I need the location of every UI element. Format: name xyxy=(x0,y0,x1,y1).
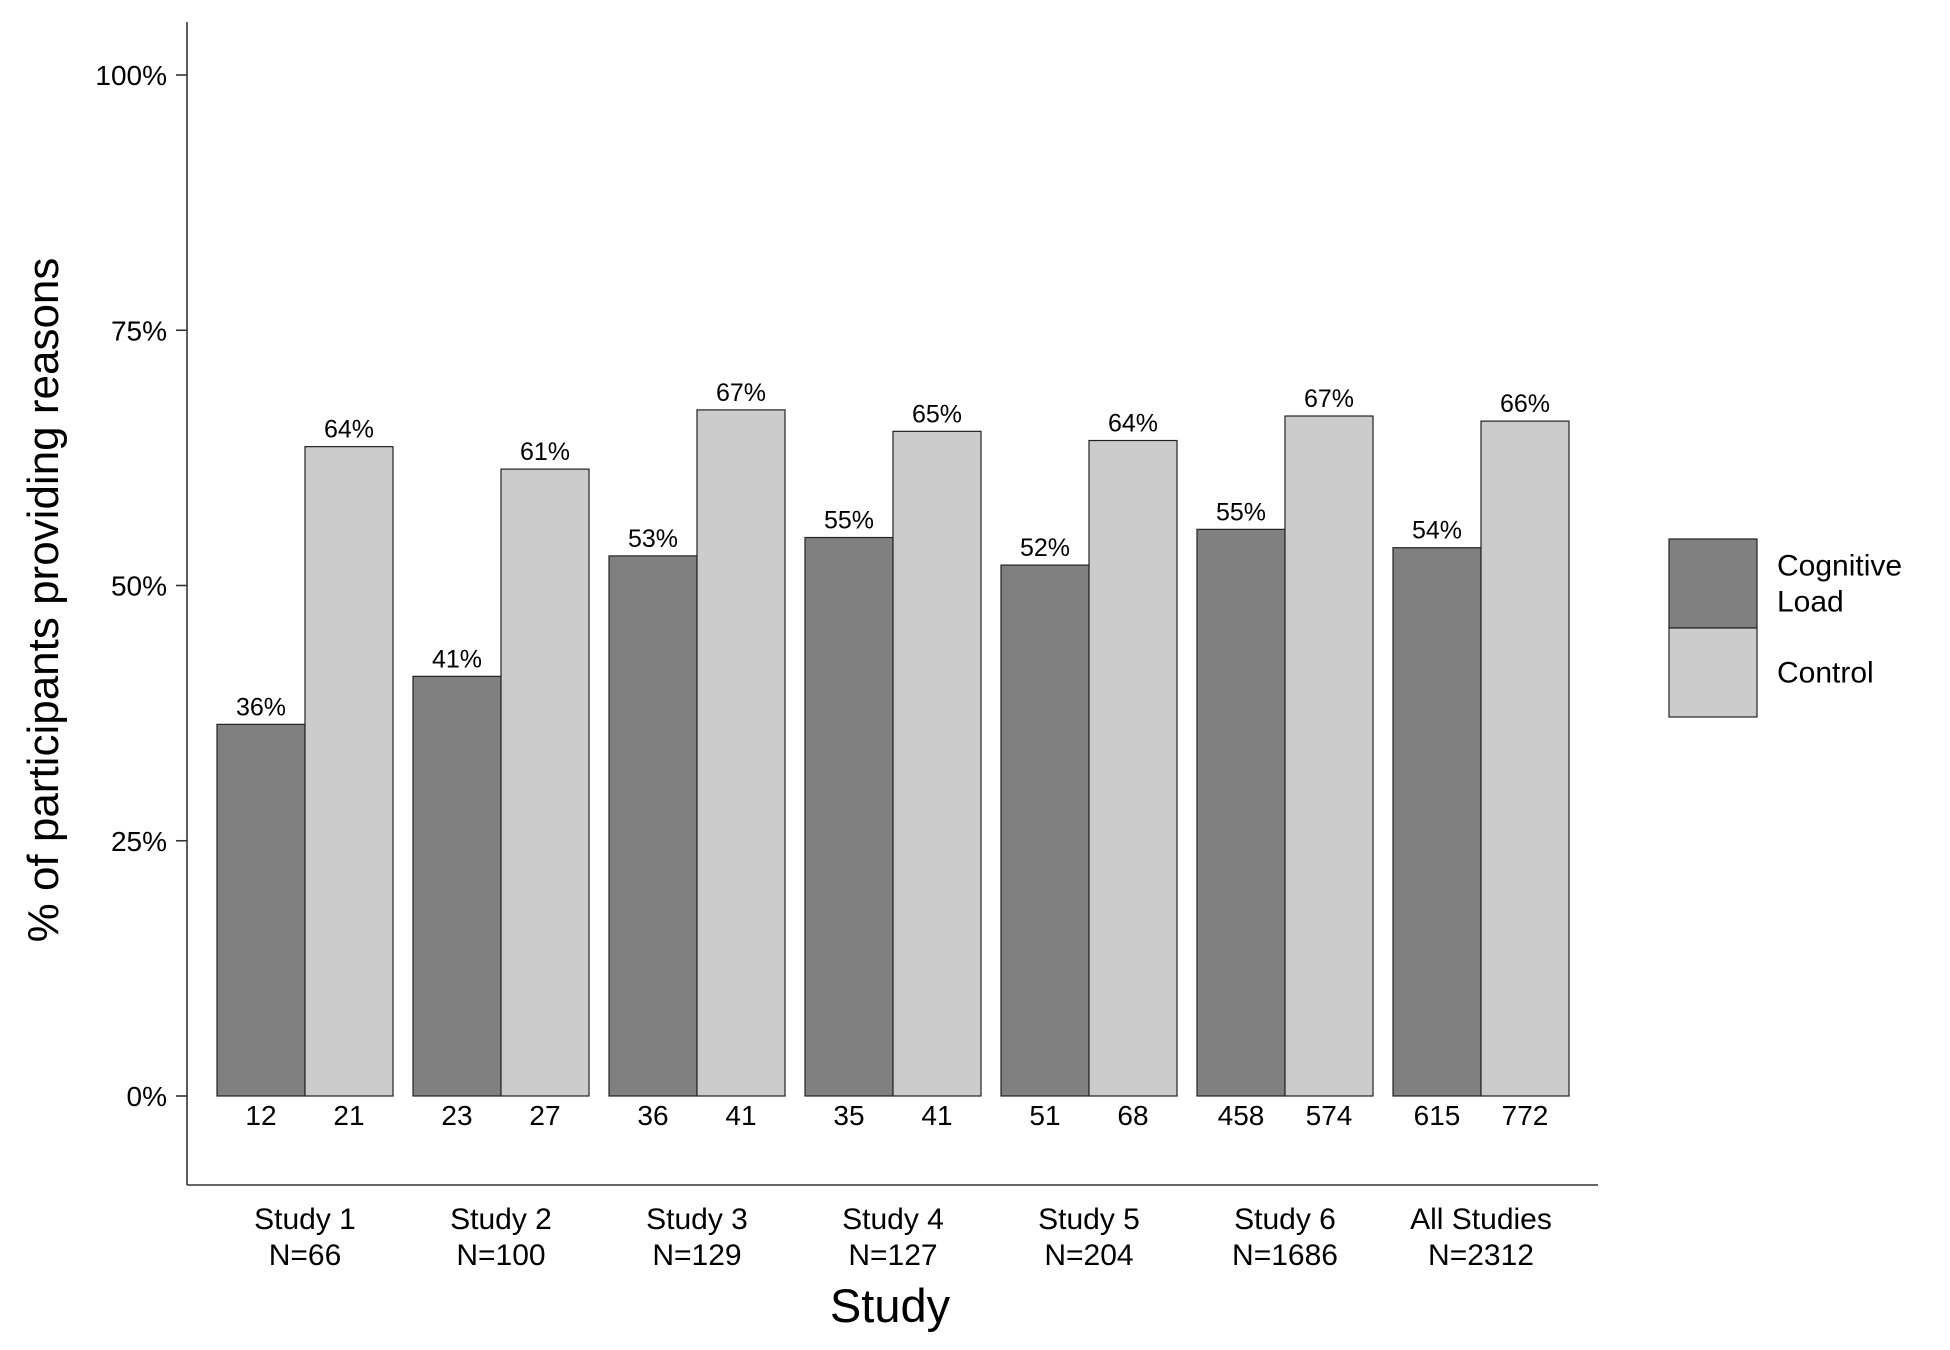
x-category-n-label: N=100 xyxy=(456,1239,545,1272)
legend-key-control xyxy=(1668,627,1758,718)
bar-cognitive-load xyxy=(804,536,894,1097)
bar-count-label: 41 xyxy=(921,1100,952,1131)
bar-value-label: 64% xyxy=(324,416,374,444)
bar-count-label: 12 xyxy=(245,1100,276,1131)
bar-count-label: 772 xyxy=(1502,1100,1549,1131)
legend-label: Control xyxy=(1777,657,1874,690)
count-labels-layer: 12 21 23 27 36 41 35 41 51 68 458 574 615 772 xyxy=(245,1100,1548,1131)
y-tick-label: 100% xyxy=(95,60,167,91)
bar-value-label: 36% xyxy=(236,693,286,721)
x-category-n-label: N=2312 xyxy=(1428,1239,1534,1272)
x-axis-title: Study xyxy=(830,1279,951,1332)
x-category-label: Study 5 xyxy=(1038,1203,1140,1236)
bar-control xyxy=(1480,420,1570,1097)
x-category-label: Study 6 xyxy=(1234,1203,1336,1236)
x-axis-category-labels: Study 1N=66 Study 2N=100 Study 3N=129 Study… xyxy=(254,1203,1552,1272)
bar-cognitive-load xyxy=(1000,564,1090,1097)
bar-count-label: 36 xyxy=(637,1100,668,1131)
bar-value-label: 65% xyxy=(912,400,962,428)
bar-count-label: 615 xyxy=(1414,1100,1461,1131)
x-category-n-label: N=1686 xyxy=(1232,1239,1338,1272)
bar-count-label: 68 xyxy=(1117,1100,1148,1131)
y-tick-label: 0% xyxy=(127,1081,167,1112)
bar-value-label: 41% xyxy=(432,645,482,673)
x-category-n-label: N=129 xyxy=(652,1239,741,1272)
y-axis-title: % of participants providing reasons xyxy=(19,258,68,943)
bar-value-label: 67% xyxy=(1304,385,1354,413)
x-category-label: Study 3 xyxy=(646,1203,748,1236)
bars-layer xyxy=(216,409,1570,1097)
bar-control xyxy=(696,409,786,1097)
x-category-label: All Studies xyxy=(1410,1203,1552,1236)
x-category-n-label: N=66 xyxy=(269,1239,342,1272)
legend-label: Cognitive xyxy=(1777,550,1902,583)
bar-count-label: 574 xyxy=(1306,1100,1353,1131)
bar-value-label: 61% xyxy=(520,438,570,466)
legend-label: Load xyxy=(1777,586,1844,619)
bar-cognitive-load xyxy=(1392,547,1482,1097)
bar-cognitive-load xyxy=(608,555,698,1097)
y-tick-label: 25% xyxy=(111,826,167,857)
bar-value-label: 52% xyxy=(1020,534,1070,562)
x-category-label: Study 2 xyxy=(450,1203,552,1236)
bar-control xyxy=(1088,439,1178,1097)
bar-count-label: 41 xyxy=(725,1100,756,1131)
bar-count-label: 23 xyxy=(441,1100,472,1131)
x-category-label: Study 1 xyxy=(254,1203,356,1236)
y-axis-ticks: 0% 25% 50% 75% 100% xyxy=(95,60,187,1112)
bar-control xyxy=(500,468,590,1097)
x-category-n-label: N=204 xyxy=(1044,1239,1133,1272)
x-category-label: Study 4 xyxy=(842,1203,944,1236)
bar-value-label: 67% xyxy=(716,379,766,407)
bar-cognitive-load xyxy=(216,723,306,1097)
bar-control xyxy=(1284,415,1374,1097)
bar-count-label: 35 xyxy=(833,1100,864,1131)
legend-key-cognitive-load xyxy=(1668,538,1758,629)
bar-value-label: 54% xyxy=(1412,517,1462,545)
x-category-n-label: N=127 xyxy=(848,1239,937,1272)
bar-cognitive-load xyxy=(1196,528,1286,1097)
y-tick-label: 75% xyxy=(111,315,167,346)
bar-value-label: 55% xyxy=(1216,498,1266,526)
bar-count-label: 458 xyxy=(1218,1100,1265,1131)
bar-labels-layer: 36% 64% 41% 61% 53% 67% 55% 65% 52% 64% 55% 67% 54% 6… xyxy=(236,379,1550,721)
bar-value-label: 66% xyxy=(1500,390,1550,418)
bar-count-label: 27 xyxy=(529,1100,560,1131)
y-tick-label: 50% xyxy=(111,571,167,602)
bar-control xyxy=(304,446,394,1097)
bar-count-label: 51 xyxy=(1029,1100,1060,1131)
bar-value-label: 53% xyxy=(628,525,678,553)
bar-cognitive-load xyxy=(412,675,502,1097)
bar-count-label: 21 xyxy=(333,1100,364,1131)
bar-control xyxy=(892,430,982,1097)
bar-value-label: 55% xyxy=(824,507,874,535)
bar-value-label: 64% xyxy=(1108,410,1158,438)
